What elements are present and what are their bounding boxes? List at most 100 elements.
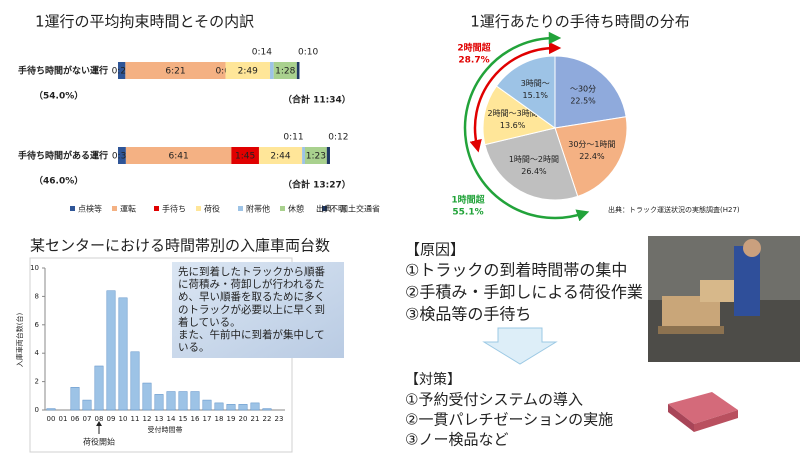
chart-title: 1運行の平均拘束時間とその内訳 — [35, 13, 254, 31]
x-tick-label: 14 — [167, 415, 176, 423]
legend-swatch — [154, 206, 159, 211]
note-line: いる。 — [178, 342, 210, 354]
bar — [238, 404, 248, 411]
slice-label: 1時間～2時間 — [509, 155, 559, 164]
x-axis-label: 受付時間帯 — [148, 425, 183, 434]
x-tick-label: 09 — [107, 415, 116, 423]
total-label: （合計 13:27） — [283, 179, 351, 191]
note-line: また、午前中に到着が集中して — [178, 328, 325, 341]
x-tick-label: 01 — [59, 415, 68, 423]
x-tick-label: 19 — [227, 415, 236, 423]
note-line: 先に到着したトラックから順番 — [178, 265, 325, 278]
bar-segment — [270, 62, 274, 79]
y-tick-label: 8 — [35, 292, 39, 300]
total-label: （合計 11:34） — [283, 94, 351, 106]
bar-segment — [231, 147, 259, 164]
x-tick-label: 10 — [119, 415, 128, 423]
category-share: （46.0%） — [34, 176, 83, 187]
cause-item: ①トラックの到着時間帯の集中 — [405, 261, 627, 280]
bar — [106, 290, 116, 411]
pallet — [668, 392, 738, 432]
category-label: 手待ち時間がない運行 — [18, 65, 108, 77]
annotation-text: 2時間超 — [457, 42, 491, 54]
bar — [142, 382, 152, 411]
value-label: 1:45 — [235, 152, 255, 162]
value-label: 1:23 — [306, 152, 326, 162]
x-tick-label: 11 — [131, 415, 140, 423]
bar — [94, 365, 104, 411]
slice-value: 15.1% — [523, 91, 549, 100]
annotation-arc — [463, 31, 590, 222]
value-label: 1:28 — [275, 67, 295, 77]
y-tick-label: 0 — [35, 406, 39, 414]
bar — [214, 402, 224, 411]
x-tick-label: 16 — [191, 415, 200, 423]
x-tick-label: 12 — [143, 415, 152, 423]
measures-item: ②一貫パレチゼーションの実施 — [405, 411, 613, 429]
slice-value: 22.5% — [570, 97, 596, 106]
x-tick-label: 20 — [239, 415, 248, 423]
bar — [154, 394, 164, 411]
bar-segment — [125, 147, 232, 164]
legend-swatch — [280, 206, 285, 211]
bar — [190, 391, 200, 411]
annotation-arrowhead — [96, 421, 102, 426]
photo — [648, 236, 800, 362]
slice-value: 26.4% — [521, 167, 547, 176]
x-tick-label: 15 — [179, 415, 188, 423]
legend-label: 荷役 — [204, 204, 220, 214]
bar-segment — [125, 62, 226, 79]
note-line: に荷積み・荷卸しが行われるた — [178, 278, 324, 291]
legend-label: 点検等 — [78, 204, 102, 214]
y-tick-label: 6 — [35, 321, 40, 329]
bar — [202, 399, 212, 411]
x-tick-label: 08 — [95, 415, 104, 423]
x-tick-label: 17 — [203, 415, 212, 423]
bar — [46, 408, 56, 411]
bar — [250, 402, 260, 411]
bar-segment — [302, 147, 305, 164]
slice-value: 22.4% — [579, 152, 605, 161]
legend-label: 附帯他 — [246, 204, 270, 214]
down-arrow — [482, 327, 558, 365]
bar — [166, 391, 176, 411]
bar-segment — [326, 147, 330, 164]
cause-item: ③検品等の手待ち — [405, 305, 531, 324]
note-line: め、早い順番を取るために多く — [178, 290, 325, 303]
value-label: 0:11 — [283, 133, 303, 143]
legend-swatch — [112, 206, 117, 211]
value-label: 6:41 — [169, 152, 189, 162]
legend-swatch — [70, 206, 75, 211]
slice-label: 30分～1時間 — [568, 140, 615, 149]
bar — [82, 399, 92, 411]
chart-title: 某センターにおける時間帯別の入庫車両台数 — [30, 237, 330, 255]
note-box — [172, 262, 344, 358]
bar-segment — [296, 62, 300, 79]
source: 出典：トラック運送状況の実態調査(H27) — [608, 205, 740, 214]
y-tick-label: 10 — [30, 264, 39, 272]
bar-segment — [304, 147, 327, 164]
value-label: 0:10 — [298, 48, 318, 58]
cause-heading: 【原因】 — [405, 241, 465, 259]
annotation-arc — [469, 41, 562, 153]
annotation-value: 28.7% — [458, 56, 489, 66]
x-tick-label: 21 — [251, 415, 260, 423]
legend-label: 手待ち — [162, 204, 186, 214]
value-label: 2:49 — [238, 67, 258, 77]
value-label: 0:28 — [112, 67, 132, 77]
bar-segment — [273, 62, 297, 79]
x-tick-label: 06 — [71, 415, 80, 423]
measures-item: ①予約受付システムの導入 — [405, 391, 583, 409]
category-share: （54.0%） — [34, 91, 83, 102]
bar-segment — [118, 147, 126, 164]
value-label: 0:12 — [328, 133, 348, 143]
note-line: のトラックが必要以上に早く到 — [178, 303, 325, 316]
note-line: 着している。 — [178, 315, 241, 328]
x-tick-label: 22 — [263, 415, 272, 423]
slice-label: 3時間～ — [521, 79, 550, 88]
x-tick-label: 07 — [83, 415, 92, 423]
x-tick-label: 18 — [215, 415, 224, 423]
slice-value: 13.6% — [500, 121, 526, 130]
category-label: 手待ち時間がある運行 — [18, 150, 108, 162]
